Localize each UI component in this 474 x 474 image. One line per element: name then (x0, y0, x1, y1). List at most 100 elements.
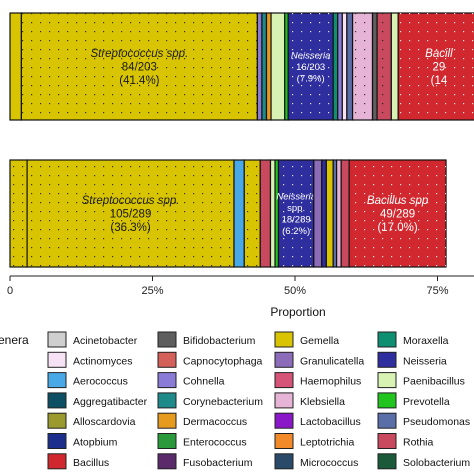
legend-swatch (47, 372, 67, 389)
legend-item: Fusobacterium (157, 453, 253, 470)
legend-swatch (274, 351, 294, 368)
data-label: spp. (287, 203, 305, 214)
legend-label: Neisseria (403, 355, 447, 367)
x-axis: 0 25% 50% 75% (7, 275, 474, 297)
bar-segment (321, 159, 327, 268)
legend-label: Leptotrichia (300, 437, 354, 449)
data-label: (36.3%) (110, 222, 150, 234)
legend-item: Capnocytophaga (157, 351, 263, 368)
legend-item: Paenibacillus (377, 372, 465, 389)
legend-label: Aerococcus (73, 376, 128, 388)
x-tick-label: 0 (7, 285, 13, 297)
bar-segment (256, 12, 263, 121)
legend-label: Acinetobacter (73, 335, 138, 347)
bar-segment (325, 159, 334, 268)
legend-label: Gemella (300, 335, 339, 347)
legend-label: Bacillus (73, 457, 109, 469)
bar-segment (9, 12, 22, 121)
legend-label: Pseudomonas (403, 416, 470, 428)
legend-label: Fusobacterium (183, 457, 253, 469)
segment-texture (21, 13, 258, 120)
legend-swatch (274, 392, 294, 409)
legend-label: Actinomyces (73, 355, 133, 367)
legend-item: Rothia (377, 433, 434, 449)
legend-item: Prevotella (377, 392, 450, 409)
legend-swatch (157, 433, 177, 449)
legend-swatch (47, 331, 67, 348)
legend-item: Solobacterium (377, 453, 470, 470)
legend-swatch (377, 453, 397, 470)
data-label: Streptococcus spp. (82, 195, 180, 207)
legend-swatch (377, 372, 397, 389)
x-tick-label: 50% (284, 285, 306, 297)
bar-segment (341, 12, 348, 121)
legend-swatch (274, 412, 294, 429)
segment-texture (27, 160, 235, 267)
data-label: 84/203 (122, 62, 157, 74)
legend-swatch (377, 412, 397, 429)
legend-swatch (157, 372, 177, 389)
bar-segment (371, 12, 378, 121)
bar-segment (259, 159, 272, 268)
legend: enera Acinetobacter Actinomyces Aerococcus… (0, 331, 470, 470)
legend-label: Corynebacterium (183, 396, 263, 408)
segment-texture (377, 13, 392, 120)
legend-swatch (274, 433, 294, 449)
bar-segment (346, 12, 354, 121)
bar-segment (265, 12, 272, 121)
bar-segment (233, 159, 245, 268)
segment-texture (398, 13, 474, 120)
legend-swatch (47, 351, 67, 368)
legend-title: enera (0, 333, 29, 347)
data-label: 18/289 (282, 215, 311, 226)
legend-item: Aggregatibacter (47, 392, 148, 409)
data-label: (6.2%) (282, 226, 310, 237)
legend-item: Pseudomonas (377, 412, 470, 429)
segment-texture (10, 160, 28, 267)
legend-item: Dermacoccus (157, 412, 247, 429)
x-axis-title: Proportion (270, 305, 325, 319)
legend-label: Granulicatella (300, 355, 364, 367)
data-label: (14 (431, 75, 448, 87)
legend-item: Micrococcus (274, 453, 358, 470)
legend-swatch (377, 433, 397, 449)
legend-swatch (157, 453, 177, 470)
data-label: 16/203 (296, 62, 325, 73)
segment-texture (278, 160, 314, 267)
data-label: Streptococcus spp. (90, 48, 188, 60)
legend-label: Dermacoccus (183, 416, 247, 428)
legend-swatch (157, 412, 177, 429)
data-label: 49/289 (380, 209, 415, 221)
legend-label: Paenibacillus (403, 376, 465, 388)
legend-label: Alloscardovia (73, 416, 136, 428)
legend-swatch (157, 351, 177, 368)
legend-label: Rothia (403, 437, 434, 449)
legend-item: Neisseria (377, 351, 447, 368)
legend-swatch (47, 453, 67, 470)
legend-swatch (47, 392, 67, 409)
bar-segment (390, 12, 399, 121)
segment-texture (288, 13, 334, 120)
legend-item: Bifidobacterium (157, 331, 256, 348)
legend-swatch (274, 372, 294, 389)
x-tick-label: 25% (141, 285, 163, 297)
segment-texture (352, 13, 373, 120)
bar-segment (332, 12, 339, 121)
bar-segment (269, 159, 276, 268)
legend-item: Enterococcus (157, 433, 247, 449)
data-label: 105/289 (110, 209, 152, 221)
legend-item: Klebsiella (274, 392, 345, 409)
bars-layer: Streptococcus spp. 84/203(41.4%) Neisseria… (9, 12, 474, 268)
bar-2: Streptococcus spp. 105/289(36.3%) Neisseri… (9, 159, 447, 268)
legend-item: Bacillus (47, 453, 109, 470)
legend-item: Leptotrichia (274, 433, 354, 449)
segment-texture (244, 160, 261, 267)
data-label: Neisseria (276, 192, 316, 203)
legend-swatch (377, 351, 397, 368)
legend-item: Granulicatella (274, 351, 364, 368)
legend-label: Capnocytophaga (183, 355, 263, 367)
legend-item: Gemella (274, 331, 339, 348)
legend-item: Corynebacterium (157, 392, 263, 409)
legend-item: Acinetobacter (47, 331, 138, 348)
data-label: (17.0%) (377, 222, 417, 234)
